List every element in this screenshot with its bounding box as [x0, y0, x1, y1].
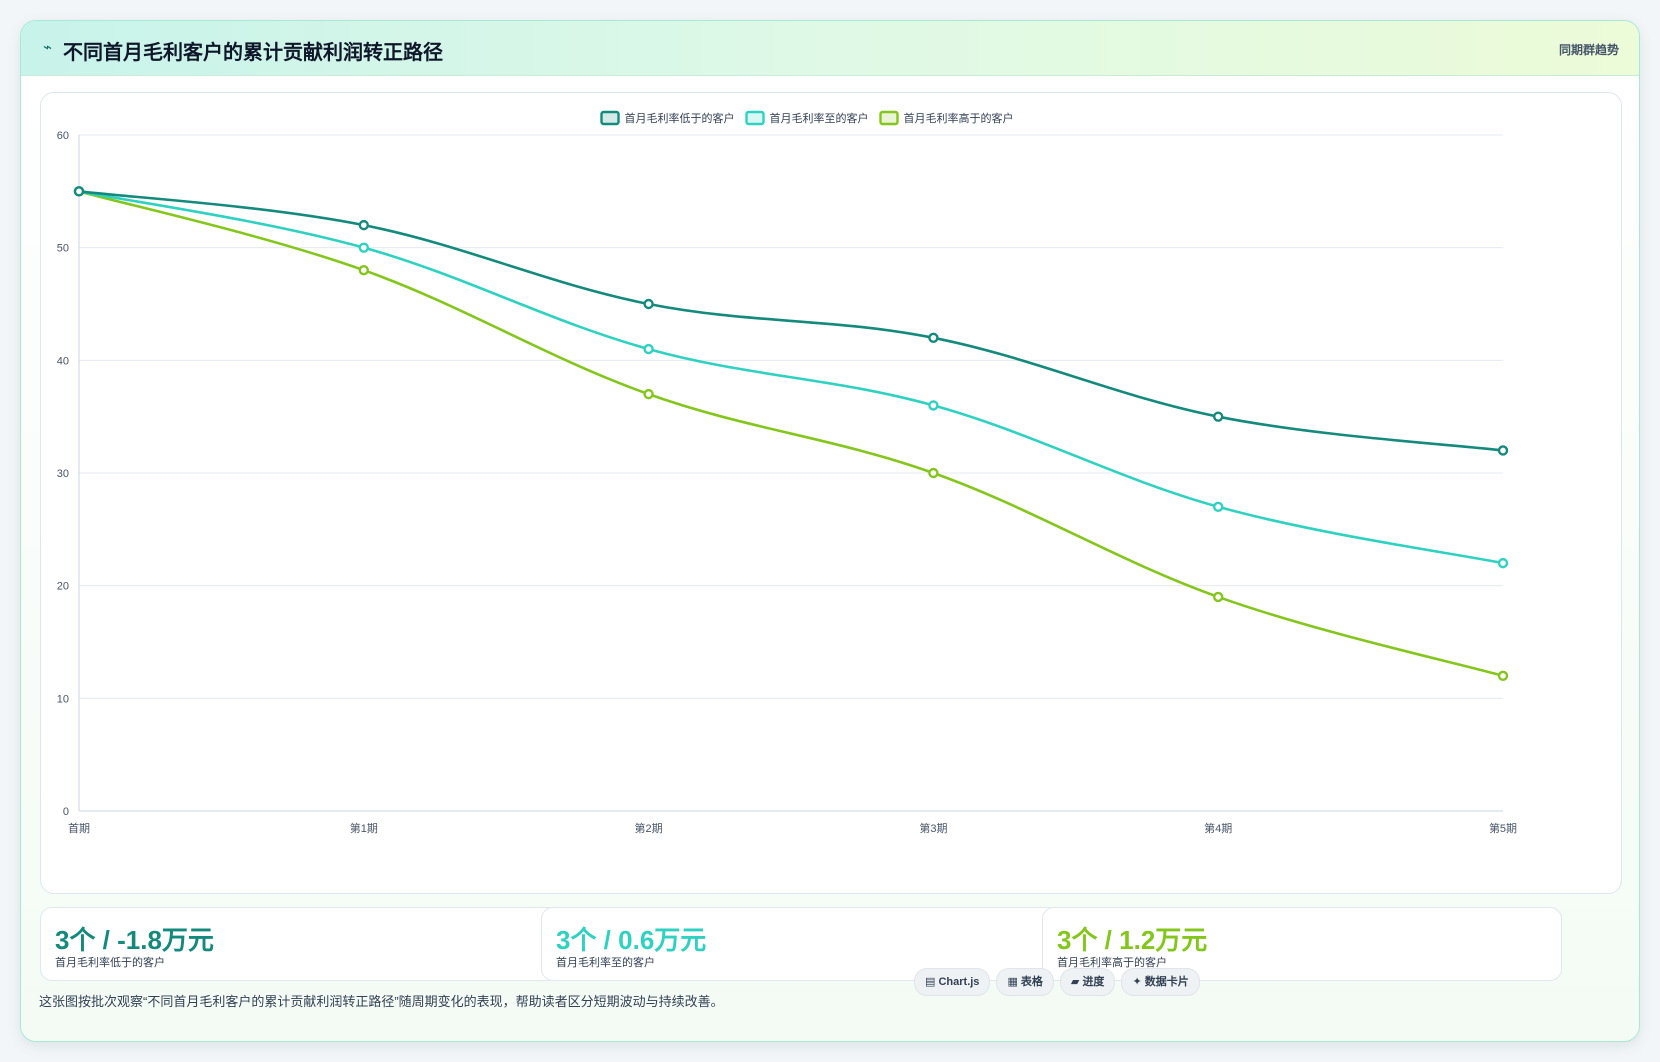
data-point [73, 186, 85, 197]
chip-label: Chart.js [938, 976, 980, 988]
data-point [643, 343, 654, 355]
y-tick-label: 20 [57, 581, 69, 593]
stat-value: 3个 / 0.6万元 [556, 925, 707, 955]
chart-icon: ▤ [925, 976, 936, 988]
chip-progress[interactable]: ▰ 进度 [1059, 968, 1116, 996]
data-point [928, 332, 939, 344]
stat-card: 3个 / -1.8万元 首月毛利率低于的客户 [40, 907, 560, 981]
stat-card: 3个 / 1.2万元 首月毛利率高于的客户 [1042, 907, 1562, 981]
data-point [358, 264, 369, 276]
trend-icon: ⌁ [43, 39, 53, 56]
data-point [928, 400, 939, 411]
chart-card: ⌁ 不同首月毛利客户的累计贡献利润转正路径 同期群趋势 0 10 20 30 40 50 6… [20, 20, 1640, 1042]
x-tick-label: 第4期 [1204, 821, 1232, 835]
data-point [928, 467, 939, 479]
y-tick-label: 40 [57, 355, 69, 367]
chip-table[interactable]: ▦ 表格 [996, 968, 1054, 996]
chip-label: 表格 [1020, 976, 1043, 988]
legend-label: 首月毛利率低于的客户 [625, 111, 735, 125]
stat-label: 首月毛利率低于的客户 [55, 957, 165, 969]
y-tick-label: 10 [57, 693, 69, 705]
x-tick-label: 第2期 [635, 821, 663, 835]
stat-value: 3个 / -1.8万元 [55, 925, 214, 955]
legend-swatch [879, 110, 899, 126]
y-tick-label: 50 [57, 243, 69, 255]
chart-title: 不同首月毛利客户的累计贡献利润转正路径 [63, 42, 443, 64]
chip-label: 数据卡片 [1144, 976, 1189, 988]
chart-type-tag: 同期群趋势 [1558, 43, 1619, 57]
data-point [1497, 557, 1509, 569]
x-tick-label: 第3期 [919, 821, 947, 835]
series-line [77, 190, 1505, 565]
legend-swatch [600, 110, 620, 126]
data-point [1497, 445, 1509, 456]
series-line [77, 190, 1505, 678]
chip-label: 进度 [1082, 976, 1105, 988]
y-tick-label: 30 [57, 468, 69, 480]
x-tick-label: 第5期 [1489, 821, 1517, 835]
stat-label: 首月毛利率至的客户 [556, 957, 655, 969]
chart-description: 这张图按批次观察“不同首月毛利客户的累计贡献利润转正路径”随周期变化的表现，帮助… [39, 994, 724, 1009]
y-tick-label: 60 [57, 130, 69, 142]
data-point [358, 219, 369, 231]
stat-value: 3个 / 1.2万元 [1057, 925, 1208, 955]
data-point [1212, 591, 1224, 603]
table-icon: ▦ [1007, 976, 1018, 988]
data-point [1212, 411, 1224, 422]
legend-label: 首月毛利率高于的客户 [904, 111, 1014, 125]
data-point [643, 388, 654, 400]
legend-label: 首月毛利率至的客户 [770, 111, 869, 125]
chip-data-card[interactable]: ✦ 数据卡片 [1121, 968, 1200, 996]
series-line [77, 190, 1505, 452]
tool-chips: ▤ Chart.js ▦ 表格 ▰ 进度 ✦ 数据卡片 [914, 968, 1206, 996]
stat-label: 首月毛利率高于的客户 [1057, 957, 1167, 969]
card-header: ⌁ 不同首月毛利客户的累计贡献利润转正路径 同期群趋势 [21, 21, 1639, 76]
x-tick-label: 首期 [68, 821, 90, 835]
chart-panel: 0 10 20 30 40 50 60 首期 第1期 第2期 第3期 第4期 第5期 首月毛利率低于的客户… [40, 92, 1622, 894]
data-point [643, 298, 654, 310]
legend-swatch [745, 110, 765, 126]
chip-chartjs[interactable]: ▤ Chart.js [914, 968, 991, 996]
line-chart: 0 10 20 30 40 50 60 首期 第1期 第2期 第3期 第4期 第5期 首月毛利率低于的客户… [57, 110, 1517, 835]
x-tick-label: 第1期 [350, 821, 378, 835]
progress-icon: ▰ [1070, 976, 1080, 988]
data-point [1212, 501, 1224, 512]
data-point [1497, 670, 1509, 681]
data-point [358, 242, 369, 253]
y-tick-label: 0 [63, 806, 69, 818]
sparkle-icon: ✦ [1132, 976, 1142, 988]
